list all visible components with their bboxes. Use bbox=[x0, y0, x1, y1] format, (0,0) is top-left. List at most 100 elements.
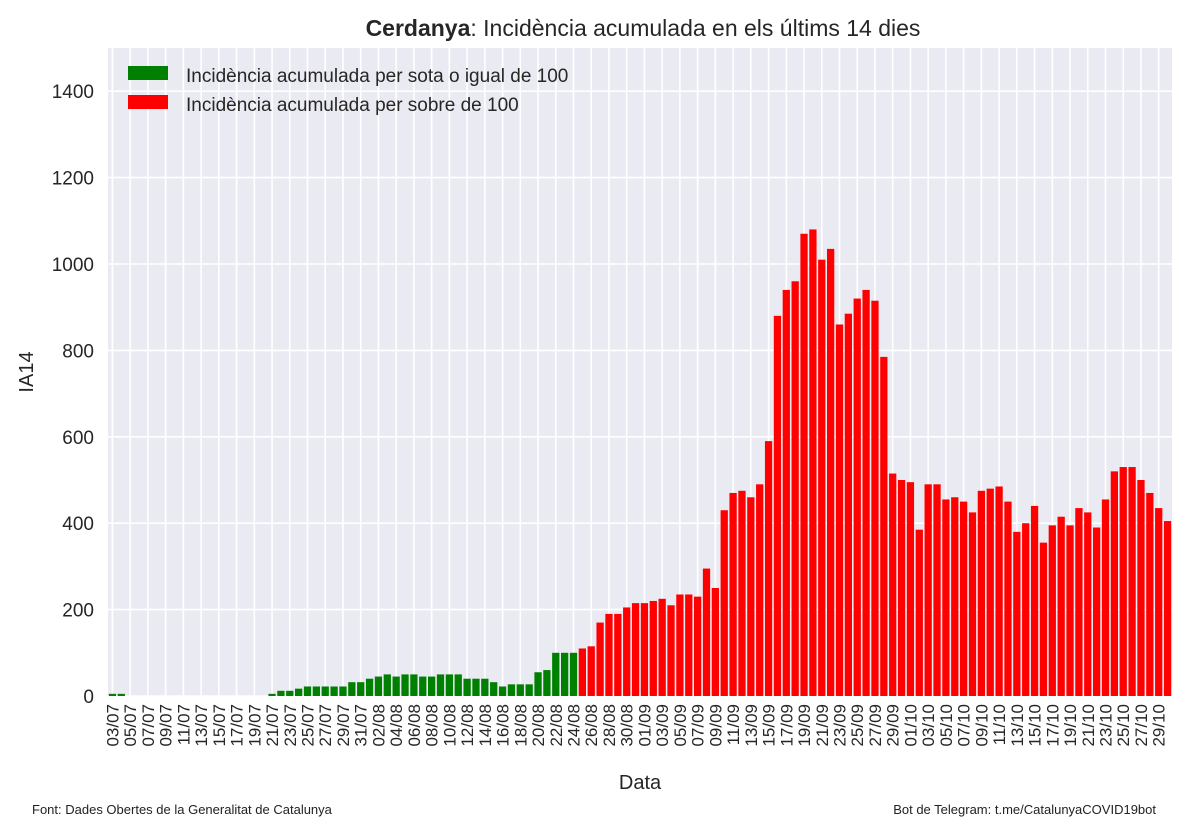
bar bbox=[729, 492, 737, 696]
x-tick-label: 23/10 bbox=[1097, 704, 1116, 747]
bar bbox=[1163, 521, 1172, 696]
bar bbox=[711, 588, 720, 696]
bar bbox=[1004, 501, 1012, 696]
bar bbox=[906, 482, 915, 696]
bar bbox=[587, 646, 595, 696]
bar bbox=[1057, 516, 1065, 696]
bar bbox=[667, 605, 675, 696]
bar bbox=[756, 484, 764, 696]
x-tick-label: 07/10 bbox=[955, 704, 974, 747]
bar bbox=[809, 229, 817, 696]
x-tick-label: 23/07 bbox=[281, 704, 300, 747]
x-tick-label: 25/10 bbox=[1114, 704, 1133, 747]
bar bbox=[560, 652, 569, 696]
bar bbox=[640, 603, 649, 696]
bar bbox=[303, 686, 312, 696]
bar bbox=[986, 488, 994, 696]
bar bbox=[419, 676, 427, 696]
bar bbox=[676, 594, 684, 696]
bar bbox=[357, 682, 365, 696]
x-tick-label: 21/09 bbox=[813, 704, 832, 747]
bar bbox=[1128, 467, 1136, 696]
bar bbox=[1119, 467, 1127, 696]
bar bbox=[596, 622, 604, 696]
bar bbox=[693, 596, 702, 696]
x-tick-label: 21/07 bbox=[263, 704, 282, 747]
x-tick-label: 08/08 bbox=[423, 704, 442, 747]
legend-swatch-above bbox=[128, 95, 168, 109]
x-axis-ticks: 03/0705/0707/0709/0711/0713/0715/0717/07… bbox=[103, 704, 1168, 747]
x-tick-label: 05/09 bbox=[671, 704, 690, 747]
bar bbox=[445, 674, 454, 696]
bar bbox=[578, 648, 587, 696]
y-tick-label: 200 bbox=[62, 601, 94, 622]
x-tick-label: 01/09 bbox=[635, 704, 654, 747]
x-tick-label: 11/09 bbox=[724, 704, 743, 745]
bar bbox=[569, 652, 578, 696]
x-tick-label: 11/07 bbox=[174, 704, 193, 745]
bar bbox=[826, 248, 835, 696]
bar bbox=[1110, 471, 1119, 696]
bar bbox=[383, 674, 391, 696]
x-tick-label: 01/10 bbox=[901, 704, 920, 747]
x-tick-label: 18/08 bbox=[511, 704, 530, 747]
y-tick-label: 1400 bbox=[52, 82, 94, 103]
bar bbox=[498, 686, 507, 696]
source-credit: Font: Dades Obertes de la Generalitat de… bbox=[32, 802, 332, 817]
bar bbox=[782, 289, 790, 696]
x-tick-label: 31/07 bbox=[352, 704, 371, 747]
x-tick-label: 19/10 bbox=[1061, 704, 1080, 747]
x-tick-label: 13/09 bbox=[742, 704, 761, 747]
x-tick-label: 13/07 bbox=[192, 704, 211, 747]
x-tick-label: 15/07 bbox=[210, 704, 229, 747]
telegram-bot-credit: Bot de Telegram: t.me/CatalunyaCOVID19bo… bbox=[893, 802, 1156, 817]
x-tick-label: 03/09 bbox=[653, 704, 672, 747]
bar bbox=[685, 594, 693, 696]
y-tick-label: 1200 bbox=[52, 169, 94, 190]
x-tick-label: 29/10 bbox=[1150, 704, 1169, 747]
x-tick-label: 17/07 bbox=[228, 704, 247, 747]
x-tick-label: 03/07 bbox=[103, 704, 122, 747]
bar bbox=[472, 678, 480, 696]
bar bbox=[951, 497, 959, 696]
bar bbox=[117, 693, 125, 696]
x-tick-label: 06/08 bbox=[405, 704, 424, 747]
bar bbox=[401, 674, 409, 696]
y-tick-label: 800 bbox=[62, 341, 94, 362]
x-tick-label: 05/10 bbox=[937, 704, 956, 747]
bar bbox=[1092, 527, 1101, 696]
bar bbox=[995, 486, 1003, 696]
bar bbox=[543, 670, 551, 696]
chart-title: Cerdanya: Incidència acumulada en els úl… bbox=[366, 15, 921, 41]
bar bbox=[525, 684, 533, 696]
plot-area bbox=[108, 48, 1172, 696]
bar bbox=[268, 693, 276, 696]
bar bbox=[897, 480, 906, 696]
bar bbox=[374, 676, 383, 696]
bar bbox=[1022, 523, 1030, 696]
bar bbox=[330, 686, 338, 696]
x-tick-label: 23/09 bbox=[831, 704, 850, 747]
bar bbox=[844, 313, 853, 696]
bar bbox=[1013, 531, 1021, 696]
bar bbox=[312, 686, 321, 696]
bar bbox=[1066, 525, 1074, 696]
x-tick-label: 25/09 bbox=[848, 704, 867, 747]
bar bbox=[427, 676, 436, 696]
bar bbox=[702, 568, 711, 696]
x-tick-label: 17/10 bbox=[1043, 704, 1062, 747]
x-tick-label: 30/08 bbox=[618, 704, 637, 747]
x-tick-label: 11/10 bbox=[990, 704, 1009, 745]
y-tick-label: 1000 bbox=[52, 255, 94, 276]
bar bbox=[1155, 508, 1163, 696]
bar bbox=[658, 598, 666, 696]
y-tick-label: 600 bbox=[62, 428, 94, 449]
x-tick-label: 19/07 bbox=[245, 704, 264, 747]
x-tick-label: 09/09 bbox=[706, 704, 725, 747]
bar bbox=[738, 490, 746, 696]
bar bbox=[614, 613, 622, 696]
bar bbox=[959, 501, 968, 696]
x-tick-label: 12/08 bbox=[458, 704, 477, 747]
bar bbox=[800, 233, 808, 696]
